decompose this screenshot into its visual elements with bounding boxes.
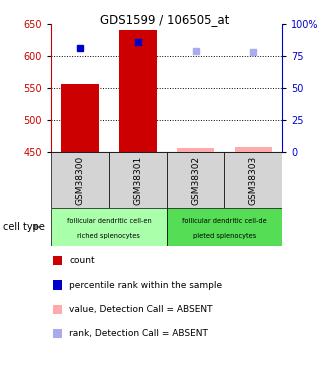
- Text: pleted splenocytes: pleted splenocytes: [193, 233, 256, 239]
- Bar: [119, 30, 156, 152]
- Text: follicular dendritic cell-de: follicular dendritic cell-de: [182, 218, 267, 224]
- Bar: [53, 304, 62, 314]
- Text: percentile rank within the sample: percentile rank within the sample: [69, 280, 222, 290]
- Text: count: count: [69, 256, 95, 265]
- Bar: [167, 208, 282, 246]
- Bar: [53, 329, 62, 339]
- Bar: [235, 147, 272, 152]
- Bar: [177, 148, 214, 152]
- Text: follicular dendritic cell-en: follicular dendritic cell-en: [67, 218, 151, 224]
- Bar: [109, 152, 167, 208]
- Text: cell type: cell type: [3, 222, 45, 232]
- Bar: [53, 256, 62, 266]
- Text: GSM38301: GSM38301: [133, 155, 142, 205]
- Bar: [53, 280, 62, 290]
- Text: riched splenocytes: riched splenocytes: [78, 233, 140, 239]
- Text: GDS1599 / 106505_at: GDS1599 / 106505_at: [100, 13, 230, 26]
- Text: rank, Detection Call = ABSENT: rank, Detection Call = ABSENT: [69, 329, 208, 338]
- Bar: [51, 152, 109, 208]
- Text: GSM38300: GSM38300: [76, 155, 84, 205]
- Bar: [167, 152, 224, 208]
- Text: GSM38303: GSM38303: [249, 155, 258, 205]
- Bar: [51, 208, 167, 246]
- Text: GSM38302: GSM38302: [191, 155, 200, 205]
- Bar: [224, 152, 282, 208]
- Text: value, Detection Call = ABSENT: value, Detection Call = ABSENT: [69, 305, 213, 314]
- Bar: [61, 84, 99, 152]
